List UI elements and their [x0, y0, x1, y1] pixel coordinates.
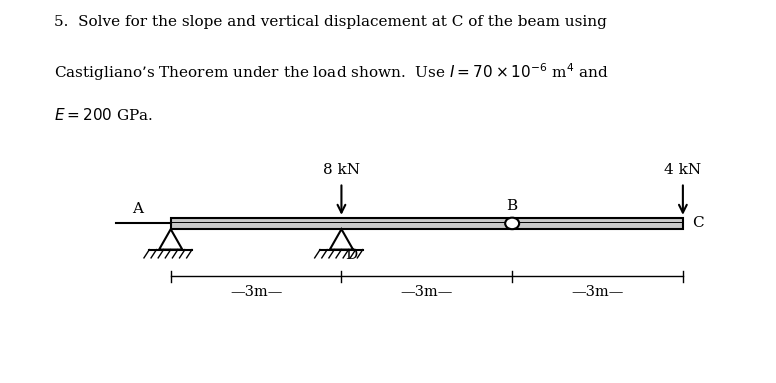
Text: B: B — [507, 198, 518, 213]
Polygon shape — [159, 229, 182, 250]
Text: —3m—: —3m— — [230, 285, 282, 299]
Text: Castigliano’s Theorem under the load shown.  Use $I = 70 \times 10^{-6}$ m$^4$ a: Castigliano’s Theorem under the load sho… — [54, 61, 608, 83]
Polygon shape — [171, 218, 683, 229]
Text: —3m—: —3m— — [571, 285, 624, 299]
Polygon shape — [330, 229, 353, 250]
Text: $E = 200$ GPa.: $E = 200$ GPa. — [54, 107, 154, 123]
Circle shape — [505, 218, 519, 229]
Text: 4 kN: 4 kN — [664, 164, 702, 177]
Text: D: D — [345, 248, 358, 262]
Text: A: A — [133, 202, 144, 216]
Text: 8 kN: 8 kN — [323, 164, 360, 177]
Text: C: C — [692, 216, 704, 231]
Text: 5.  Solve for the slope and vertical displacement at C of the beam using: 5. Solve for the slope and vertical disp… — [54, 15, 607, 29]
Text: —3m—: —3m— — [400, 285, 453, 299]
